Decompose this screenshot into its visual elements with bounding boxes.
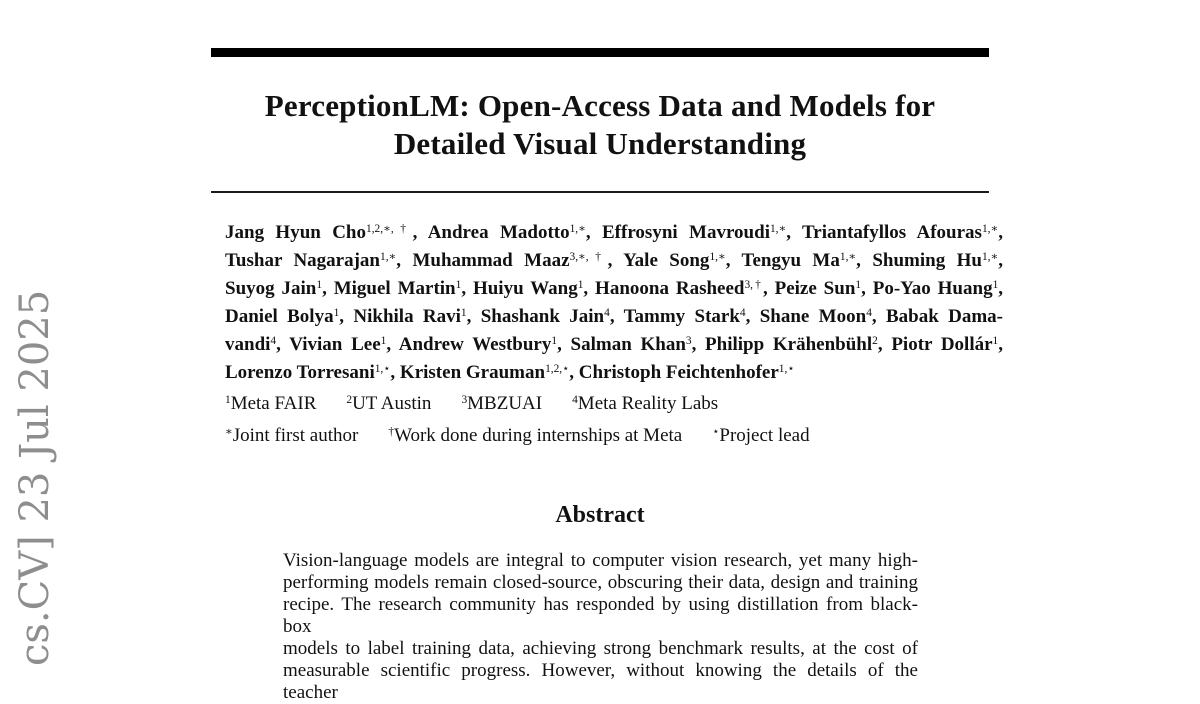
superscript-marker: 4: [739, 307, 746, 320]
superscript-marker: 1,∗: [981, 251, 999, 264]
superscript-marker: 1: [380, 335, 387, 348]
superscript-marker: 1,2,⋆: [545, 363, 570, 376]
footnote-line: ∗Joint first author †Work done during int…: [225, 425, 810, 446]
author-line: Suyog Jain1, Miguel Martin1, Huiyu Wang1…: [225, 278, 1004, 299]
superscript-marker: 4: [866, 307, 872, 320]
superscript-marker: ∗: [225, 426, 233, 439]
superscript-marker: 1: [551, 335, 558, 348]
abstract-text-line: performing models remain closed-source, …: [283, 572, 918, 593]
superscript-marker: 3: [461, 394, 468, 407]
author-line: vandi4, Vivian Lee1, Andrew Westbury1, S…: [225, 334, 1003, 355]
paper-title-line1: PerceptionLM: Open-Access Data and Model…: [264, 88, 936, 123]
superscript-marker: 2: [872, 335, 878, 348]
author-line: Jang Hyun Cho1,2,∗,†, Andrea Madotto1,∗,…: [225, 222, 1003, 243]
superscript-marker: 1,∗: [769, 223, 787, 236]
superscript-marker: 1,2,∗,†: [366, 223, 413, 236]
paper-title-line2: Detailed Visual Understanding: [393, 126, 807, 161]
superscript-marker: 1: [577, 279, 584, 292]
superscript-marker: 1: [333, 307, 340, 320]
affiliation-line: 1Meta FAIR 2UT Austin 3MBZUAI 4Meta Reality…: [225, 393, 719, 414]
superscript-marker: †: [388, 426, 395, 439]
author-line: Daniel Bolya1, Nikhila Ravi1, Shashank J…: [225, 306, 1004, 327]
superscript-marker: 1: [992, 279, 999, 292]
author-line: Tushar Nagarajan1,∗, Muhammad Maaz3,∗,†,…: [225, 250, 1003, 271]
superscript-marker: 4: [604, 307, 610, 320]
abstract-heading: Abstract: [555, 502, 645, 528]
superscript-marker: 1,∗: [709, 251, 726, 264]
abstract-text-line: recipe. The research community has respo…: [283, 594, 918, 637]
superscript-marker: 1,∗: [569, 223, 586, 236]
superscript-marker: 1: [455, 279, 462, 292]
superscript-marker: 1: [460, 307, 467, 320]
author-block: Jang Hyun Cho1,2,∗,†, Andrea Madotto1,∗,…: [225, 219, 1003, 387]
abstract-text: Vision-language models are integral to c…: [283, 550, 918, 704]
superscript-marker: 2: [346, 394, 353, 407]
superscript-marker: 1: [316, 279, 323, 292]
superscript-marker: 1,∗: [981, 223, 999, 236]
superscript-marker: 3,∗,†: [569, 251, 608, 264]
superscript-marker: ⋆: [712, 426, 720, 439]
superscript-marker: 1,⋆: [374, 363, 391, 376]
paper-title: PerceptionLM: Open-Access Data and Model…: [100, 87, 1100, 163]
superscript-marker: 3,†: [744, 279, 763, 292]
arxiv-watermark: cs.CV] 23 Jul 2025: [12, 289, 58, 666]
title-rule-bottom: [211, 191, 989, 193]
superscript-marker: 4: [270, 335, 277, 348]
abstract-text-line: measurable scientific progress. However,…: [283, 660, 918, 703]
superscript-marker: 1,∗: [839, 251, 857, 264]
abstract-text-line: models to label training data, achieving…: [283, 638, 918, 659]
superscript-marker: 1,∗: [380, 251, 397, 264]
abstract-text-line: Vision-language models are integral to c…: [283, 550, 918, 571]
title-rule-top: [211, 48, 989, 57]
superscript-marker: 3: [685, 335, 692, 348]
superscript-marker: 1: [992, 335, 999, 348]
superscript-marker: 1,⋆: [778, 363, 795, 376]
superscript-marker: 4: [572, 394, 578, 407]
author-line: Lorenzo Torresani1,⋆, Kristen Grauman1,2…: [225, 362, 795, 383]
superscript-marker: 1: [855, 279, 862, 292]
superscript-marker: 1: [225, 394, 231, 407]
